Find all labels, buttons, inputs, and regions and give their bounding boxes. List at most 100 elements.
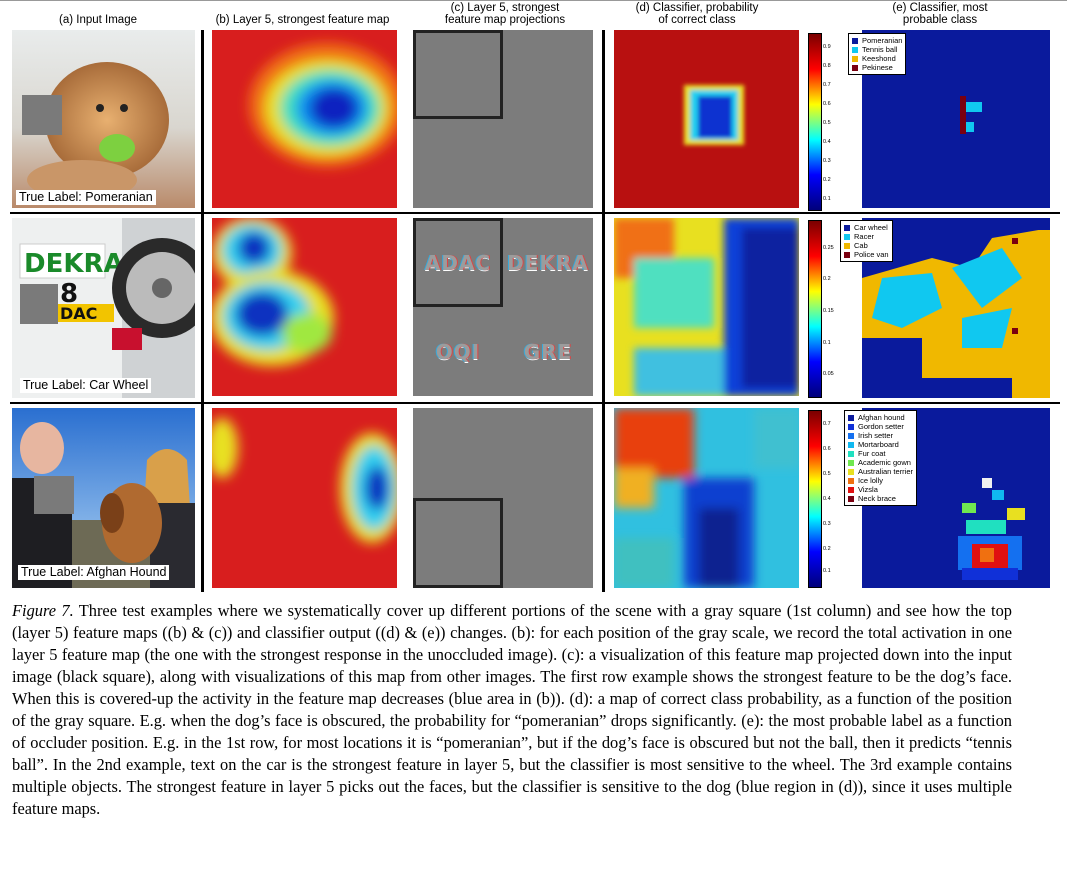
colorbar-tick: 0.1: [823, 196, 831, 202]
colorbar-tick: 0.25: [823, 245, 834, 251]
legend-item: Afghan hound: [848, 413, 913, 422]
legend-swatch: [848, 459, 854, 466]
legend-item: Pekinese: [852, 63, 902, 72]
legend-item: Vizsla: [848, 485, 913, 494]
legend-item: Police van: [844, 250, 889, 259]
svg-text:8: 8: [60, 279, 78, 309]
header-e-line2: probable class: [902, 14, 978, 26]
projection: [413, 408, 503, 498]
occluder-square: [22, 95, 62, 135]
feature-map-heatmap: [212, 30, 397, 208]
column-separator-1: [201, 30, 204, 592]
colorbar-tick: 0.05: [823, 371, 834, 377]
row-separator-2: [10, 402, 1060, 404]
projection-glyph: DEKRA: [507, 250, 589, 275]
colorbar-tick: 0.15: [823, 308, 834, 314]
legend-item: Gordon setter: [848, 422, 913, 431]
header-d: (d) Classifier, probability of correct c…: [612, 2, 782, 26]
colorbar-tick: 0.3: [823, 158, 831, 164]
colorbar: 0.9 0.8 0.7 0.6 0.5 0.4 0.3 0.2 0.1: [808, 33, 831, 211]
header-a: (a) Input Image: [59, 14, 137, 26]
colorbar-tick: 0.6: [823, 446, 831, 452]
colorbar-tick: 0.5: [823, 120, 831, 126]
row-separator-1: [10, 212, 1060, 214]
legend-swatch: [848, 495, 854, 502]
colorbar-tick: 0.8: [823, 63, 831, 69]
colorbar-tick: 0.7: [823, 421, 831, 427]
projection: [503, 408, 593, 498]
probability-map: [614, 30, 799, 208]
colorbar-tick: 0.4: [823, 496, 831, 502]
legend-swatch: [848, 441, 854, 448]
legend-item: Keeshond: [852, 54, 902, 63]
legend-swatch: [848, 450, 854, 457]
occluder-square: [20, 284, 58, 324]
class-legend: Pomeranian Tennis ball Keeshond Pekinese: [848, 33, 907, 75]
header-d-line1: (d) Classifier, probability: [635, 2, 759, 14]
colorbar-tick: 0.2: [823, 276, 831, 282]
true-label: True Label: Afghan Hound: [18, 565, 170, 580]
caption-text: Three test examples where we systematica…: [12, 601, 1012, 818]
probability-map: [614, 408, 799, 588]
legend-swatch: [844, 233, 850, 240]
projection-highlighted: [413, 498, 503, 588]
header-b: (b) Layer 5, strongest feature map: [215, 14, 390, 26]
legend-item: Mortarboard: [848, 440, 913, 449]
true-label: True Label: Pomeranian: [16, 190, 156, 205]
legend-swatch: [848, 414, 854, 421]
legend-item: Academic gown: [848, 458, 913, 467]
column-separator-2: [602, 30, 605, 592]
projection: OQI: [413, 307, 503, 396]
colorbar-tick: 0.6: [823, 101, 831, 107]
legend-item: Tennis ball: [852, 45, 902, 54]
projection: DEKRA: [503, 218, 593, 307]
legend-item: Car wheel: [844, 223, 889, 232]
projection-highlighted: [413, 30, 503, 119]
colorbar-tick: 0.2: [823, 177, 831, 183]
legend-swatch: [844, 242, 850, 249]
true-label: True Label: Car Wheel: [20, 378, 152, 393]
legend-item: Cab: [844, 241, 889, 250]
header-c-line2: feature map projections: [444, 14, 566, 26]
feature-projections: ADAC DEKRA OQI GRE: [413, 218, 593, 396]
colorbar-tick: 0.3: [823, 521, 831, 527]
header-e-line1: (e) Classifier, most: [892, 2, 988, 14]
header-c-line1: (c) Layer 5, strongest: [450, 2, 560, 14]
projection-highlighted: ADAC: [413, 218, 503, 307]
colorbar-tick: 0.7: [823, 82, 831, 88]
feature-projections: [413, 408, 593, 588]
colorbar-tick: 0.2: [823, 546, 831, 552]
legend-item: Irish setter: [848, 431, 913, 440]
legend-swatch: [852, 37, 858, 44]
legend-item: Racer: [844, 232, 889, 241]
projection: [503, 119, 593, 208]
projection: [413, 119, 503, 208]
legend-swatch: [848, 468, 854, 475]
figure-caption: Figure 7. Three test examples where we s…: [12, 600, 1012, 820]
legend-swatch: [848, 423, 854, 430]
legend-swatch: [852, 46, 858, 53]
svg-text:DAC: DAC: [60, 304, 97, 323]
projection-glyph: OQI: [435, 339, 481, 364]
colorbar: 0.7 0.6 0.5 0.4 0.3 0.2 0.1: [808, 410, 831, 588]
top-rule: [0, 0, 1067, 1]
legend-swatch: [844, 251, 850, 258]
class-legend: Afghan hound Gordon setter Irish setter …: [844, 410, 918, 506]
legend-item: Ice lolly: [848, 476, 913, 485]
class-legend: Car wheel Racer Cab Police van: [840, 220, 893, 262]
feature-map-heatmap: [212, 218, 397, 396]
projection: [503, 498, 593, 588]
legend-swatch: [848, 432, 854, 439]
most-probable-class-map: [862, 218, 1050, 398]
feature-map-heatmap: [212, 408, 397, 588]
colorbar-tick: 0.1: [823, 568, 831, 574]
figure-label: Figure 7.: [12, 601, 74, 620]
legend-item: Australian terrier: [848, 467, 913, 476]
legend-swatch: [852, 55, 858, 62]
colorbar-tick: 0.4: [823, 139, 831, 145]
legend-swatch: [844, 224, 850, 231]
projection: [503, 30, 593, 119]
header-c: (c) Layer 5, strongest feature map proje…: [415, 2, 595, 26]
input-image-car-wheel: DEKRA 8 DAC True Label: Car Wheel: [12, 218, 195, 398]
probability-map: [614, 218, 799, 396]
